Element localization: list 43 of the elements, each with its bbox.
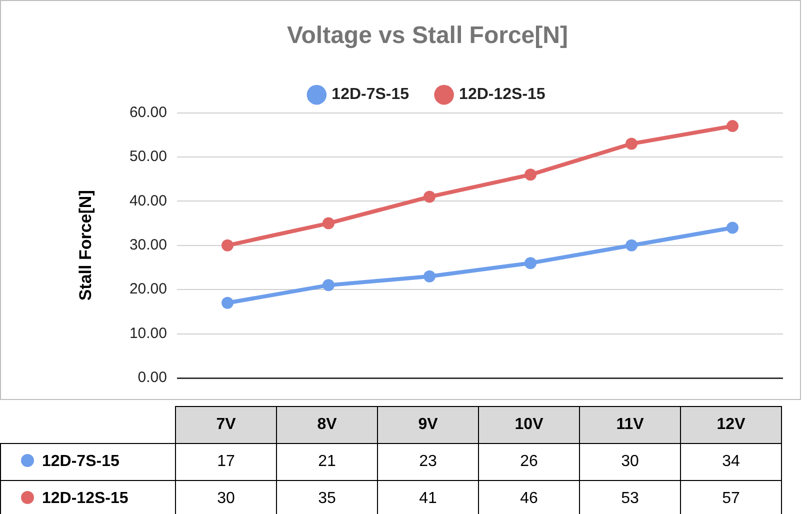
text: 12D-12S-15 (42, 490, 128, 507)
data-label: 46 (478, 480, 580, 514)
point (626, 138, 638, 150)
chart-title: Voltage vs Stall Force[N] (287, 22, 568, 50)
data-label: 30 (176, 480, 276, 514)
data-label: 17 (176, 444, 276, 480)
point (424, 190, 436, 203)
y-tick-label: 30.00 (129, 236, 167, 254)
x-tick-label: 11V (580, 406, 680, 444)
data-label: 41 (378, 480, 478, 514)
data-label: 57 (680, 480, 782, 514)
point (222, 239, 234, 252)
point (322, 279, 334, 292)
y-tick-label: 60.00 (129, 104, 167, 121)
data-label: 35 (276, 480, 378, 514)
legend-label: 12D-7S-15 (332, 86, 410, 104)
point (524, 257, 536, 270)
data-label: 26 (478, 444, 580, 480)
data-label: 23 (378, 444, 478, 480)
y-tick-label: 40.00 (129, 192, 167, 210)
point (322, 217, 334, 230)
point (222, 296, 234, 309)
data-label: 53 (580, 480, 680, 514)
data-label: 34 (680, 444, 782, 480)
y-tick-label: 0.00 (138, 369, 167, 386)
point (726, 120, 738, 132)
point (524, 168, 536, 181)
data-label: 30 (580, 444, 680, 480)
text: 12D-7S-15 (42, 453, 120, 470)
point (626, 239, 638, 252)
point (424, 270, 436, 282)
y-axis-title: Stall Force[N] (76, 190, 95, 301)
point (726, 222, 738, 234)
data-label: 21 (276, 444, 378, 480)
x-tick-label: 8V (276, 406, 378, 444)
legend-label: 12D-12S-15 (459, 86, 546, 104)
y-tick-label: 20.00 (129, 280, 167, 298)
x-tick-label: 12V (680, 406, 782, 444)
x-tick-label: 9V (378, 406, 478, 444)
x-tick-label: 7V (176, 406, 276, 444)
x-tick-label: 10V (478, 406, 580, 444)
y-tick-label: 10.00 (129, 324, 167, 342)
y-tick-label: 50.00 (129, 148, 167, 166)
